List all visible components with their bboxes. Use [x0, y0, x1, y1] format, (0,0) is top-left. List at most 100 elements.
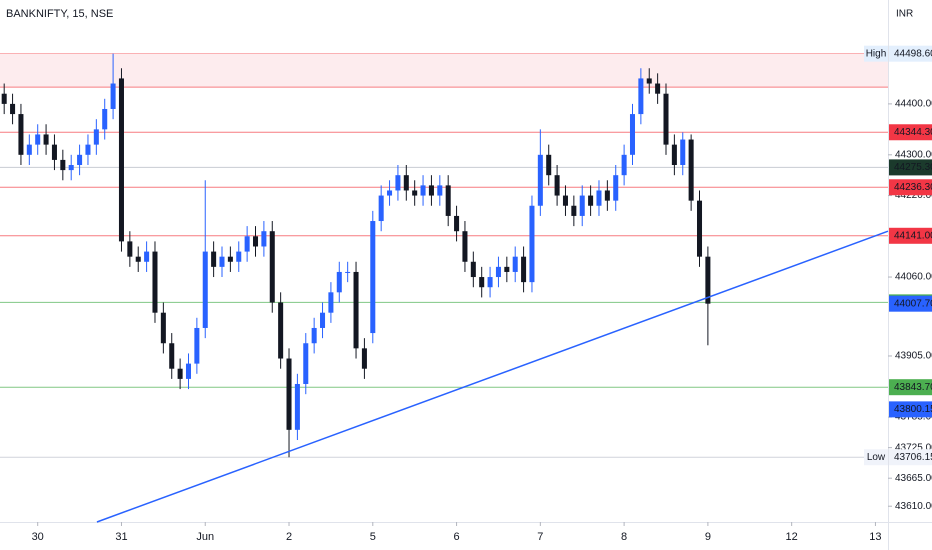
- trendline: [96, 230, 889, 523]
- candle-body: [361, 348, 367, 369]
- candle-body: [420, 185, 426, 196]
- level-label-box: [889, 449, 932, 466]
- candle-body: [18, 114, 24, 155]
- candle-body: [43, 134, 49, 145]
- candle-body: [462, 231, 468, 262]
- candle-body: [320, 312, 326, 328]
- level-label-box: [889, 159, 932, 176]
- candle-body: [370, 221, 376, 334]
- level-label: 44498.60: [894, 48, 932, 59]
- candle-body: [303, 343, 309, 384]
- candle-body: [328, 292, 334, 313]
- candle-body: [294, 383, 300, 430]
- y-tick-label: 43905.00: [895, 351, 932, 362]
- x-tick-label: 13: [869, 531, 881, 543]
- candle-body: [688, 139, 694, 201]
- x-tick-label: 5: [370, 531, 376, 543]
- candle-body: [596, 190, 602, 206]
- x-tick-label: 2: [286, 531, 292, 543]
- candle-body: [177, 368, 183, 379]
- level-tag-box: [864, 45, 888, 62]
- candle-body: [395, 175, 401, 191]
- candle-body: [445, 185, 451, 216]
- candle-body: [110, 83, 116, 109]
- plot-area: [0, 53, 889, 523]
- candle-body: [479, 277, 485, 288]
- candle-body: [387, 190, 393, 196]
- candle-body: [102, 108, 108, 130]
- candle-body: [537, 154, 543, 206]
- candle-body: [35, 134, 41, 145]
- candle-body: [437, 185, 443, 196]
- candle-body: [521, 256, 527, 283]
- candle-body: [252, 236, 259, 247]
- candle-body: [144, 251, 150, 262]
- level-label-box: [889, 179, 932, 196]
- candle-body: [60, 159, 66, 171]
- candle-body: [211, 251, 217, 267]
- candle-body: [336, 271, 342, 293]
- level-tag: High: [866, 48, 887, 59]
- candle-body: [470, 261, 476, 278]
- candle-body: [646, 78, 652, 84]
- candle-body: [562, 195, 568, 206]
- level-label-box: [889, 45, 932, 62]
- axes: 44400.00 44300.00 44220.00 44060.00 43905.00…: [32, 45, 932, 543]
- price-label-box: [889, 401, 932, 418]
- y-tick-label: 43725.00: [895, 442, 932, 453]
- level-label: 44236.30: [894, 182, 932, 193]
- candle-body: [655, 83, 661, 94]
- candle-body: [403, 175, 409, 191]
- candle-body: [604, 190, 610, 201]
- candle-body: [194, 327, 200, 364]
- candle-body: [269, 231, 275, 303]
- zone: [0, 53, 888, 88]
- x-tick-label: 7: [537, 531, 543, 543]
- candle-body: [629, 114, 636, 155]
- candle-body: [638, 78, 644, 115]
- candle-body: [412, 190, 418, 196]
- candle-body: [118, 78, 124, 242]
- candle-body: [579, 195, 585, 216]
- level-label-box: [889, 227, 932, 244]
- candle-body: [160, 312, 166, 344]
- candle-body: [378, 195, 384, 222]
- candle-body: [185, 363, 192, 379]
- candle-body: [671, 144, 677, 166]
- candle-body: [353, 271, 359, 349]
- candle-body: [495, 266, 501, 278]
- candle-body: [236, 251, 242, 262]
- candle-body: [454, 215, 460, 232]
- candle-body: [680, 139, 686, 166]
- candle-body: [311, 327, 317, 344]
- level-label-box: [889, 124, 932, 141]
- candle-body: [345, 271, 351, 273]
- candle-body: [261, 231, 267, 247]
- candle-body: [10, 103, 16, 115]
- x-tick-label: Jun: [196, 531, 214, 543]
- y-tick-label: 43665.00: [895, 473, 932, 484]
- candle-body: [152, 251, 158, 313]
- candle-body: [219, 256, 225, 267]
- candle-body: [202, 251, 208, 328]
- currency: INR: [896, 9, 913, 20]
- candle-body: [554, 175, 560, 196]
- candle-body: [546, 154, 552, 176]
- level-label: 44275.30: [894, 162, 932, 173]
- x-tick-label: 9: [705, 531, 711, 543]
- candle-body: [512, 256, 518, 272]
- x-tick-label: 31: [115, 531, 127, 543]
- candle-body: [588, 195, 594, 206]
- level-tag: Low: [867, 452, 886, 463]
- candle-body: [127, 241, 133, 257]
- candle-body: [93, 129, 99, 145]
- y-tick-label: 44220.00: [895, 190, 932, 201]
- y-tick-label: 44400.00: [895, 99, 932, 110]
- candle-body: [68, 165, 74, 171]
- candle-body: [26, 144, 32, 155]
- candle-body: [286, 358, 292, 430]
- candle-body: [77, 154, 83, 166]
- candle-body: [613, 175, 619, 201]
- level-label: 43706.15: [894, 452, 932, 463]
